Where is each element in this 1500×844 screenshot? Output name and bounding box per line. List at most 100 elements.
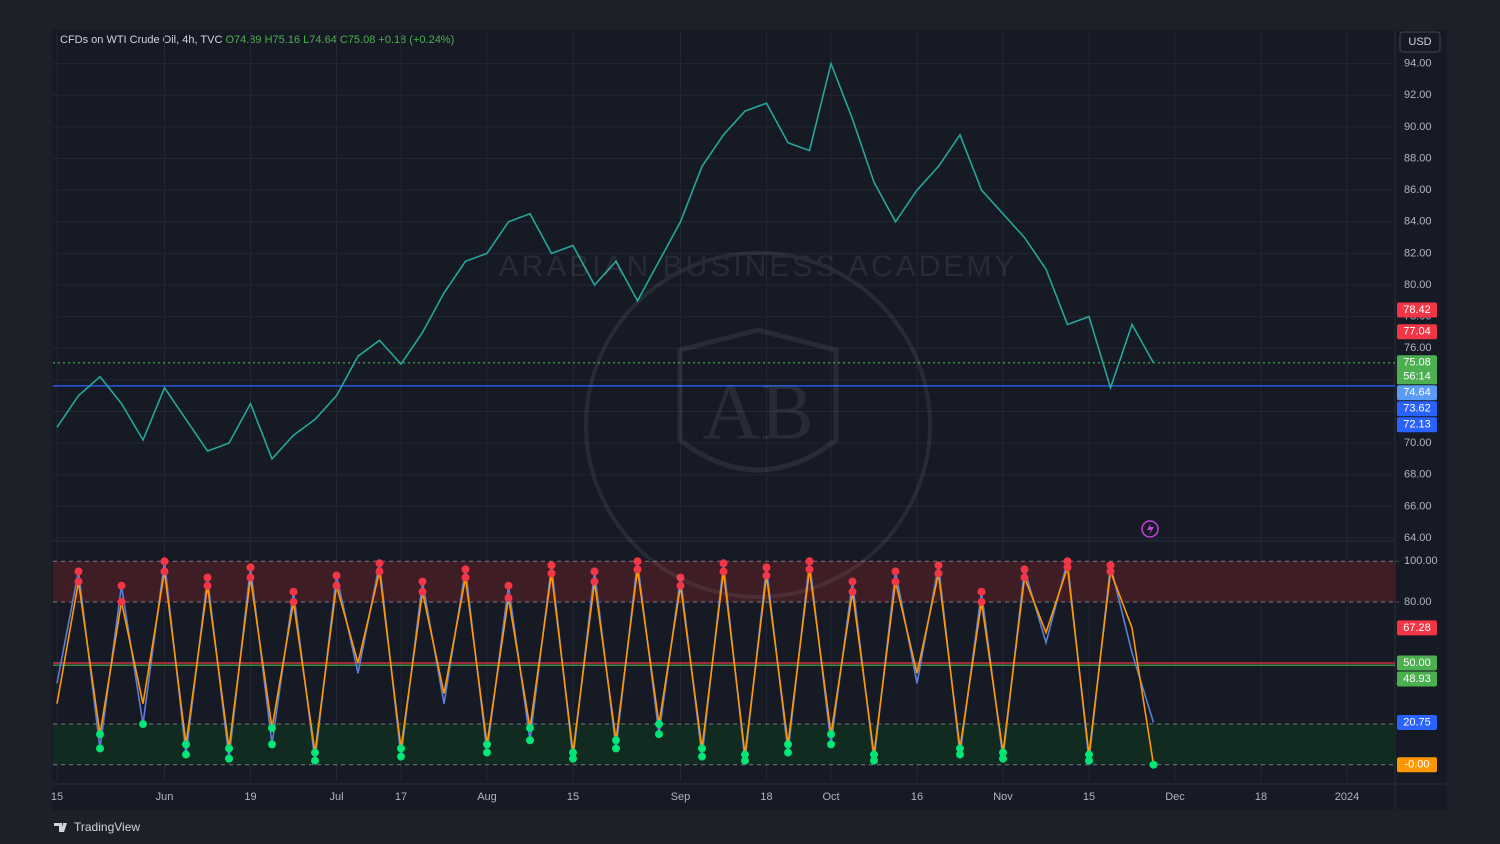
countdown-badge <box>1397 369 1437 385</box>
x-tick-label: 15 <box>51 791 63 803</box>
alert-icon[interactable] <box>1141 520 1159 538</box>
brand-logo <box>54 823 67 832</box>
peak-dot <box>289 587 298 596</box>
peak-dot <box>203 573 212 582</box>
currency: USD <box>1408 36 1431 48</box>
peak-dot <box>418 587 427 596</box>
trough-dot <box>827 730 835 739</box>
trough-dot <box>784 740 792 749</box>
trough-dot <box>96 730 104 739</box>
x-tick-label: 18 <box>1255 791 1267 803</box>
peak-dot <box>1106 561 1115 570</box>
watermark-initials: AB <box>702 368 813 456</box>
x-tick-label: Dec <box>1165 791 1185 803</box>
y-tick-label: 70.00 <box>1404 437 1432 449</box>
peak-dot <box>676 581 685 590</box>
peak-dot <box>934 561 943 570</box>
change: +0.18 (+0.24%) <box>378 34 454 46</box>
trough-dot <box>741 750 749 759</box>
price-badge-label: 75.08 <box>1403 357 1431 369</box>
symbol: CFDs on WTI Crude Oil, 4h, TVC <box>60 34 222 46</box>
y-tick-label: 92.00 <box>1404 89 1432 101</box>
trough-dot <box>526 724 534 733</box>
y-tick-label: 86.00 <box>1404 184 1432 196</box>
peak-dot <box>891 567 900 576</box>
price-badge-label: 73.62 <box>1403 403 1431 415</box>
price-badge <box>1397 324 1437 340</box>
y-tick-label: 84.00 <box>1404 216 1432 228</box>
x-tick-label: Aug <box>477 791 497 803</box>
trough-dot <box>526 736 534 745</box>
y-tick-label: 76.00 <box>1404 342 1432 354</box>
trough-dot <box>397 752 405 761</box>
legend-line: CFDs on WTI Crude Oil, 4h, TVC O74.89 H7… <box>60 34 454 46</box>
trough-dot <box>827 740 835 749</box>
peak-dot <box>203 581 212 590</box>
trough-dot <box>612 736 620 745</box>
price-badge-label: 77.04 <box>1403 326 1431 338</box>
peak-dot <box>977 587 986 596</box>
trough-dot <box>569 748 577 757</box>
trough-dot <box>1085 756 1093 765</box>
series-line <box>56 567 1155 765</box>
y-tick-label: 66.00 <box>1404 500 1432 512</box>
chart-panel <box>52 30 1447 810</box>
peak-dot <box>289 597 298 606</box>
price-badge-label: -0.00 <box>1404 759 1429 771</box>
price-badge <box>1397 620 1437 636</box>
peak-dot <box>547 561 556 570</box>
trough-dot <box>483 740 491 749</box>
ohlc-low: L74.64 <box>303 34 337 46</box>
trough-dot <box>956 744 964 753</box>
peak-dot <box>375 559 384 568</box>
trough-dot <box>999 754 1007 763</box>
trough-dot <box>741 756 749 765</box>
trough-dot <box>612 744 620 753</box>
peak-dot <box>633 565 642 574</box>
price-badge <box>1397 417 1437 433</box>
price-badge-label: 72.13 <box>1403 419 1431 431</box>
price-badge <box>1397 401 1437 417</box>
peak-dot <box>1063 563 1072 572</box>
peak-dot <box>590 577 599 586</box>
watermark-shield <box>677 327 839 473</box>
currency-button[interactable] <box>1399 31 1441 53</box>
trough-dot <box>655 730 663 739</box>
peak-dot <box>977 597 986 606</box>
peak-dot <box>805 557 814 566</box>
price-badge-label: 67.28 <box>1403 622 1431 634</box>
x-tick-label: 18 <box>760 791 772 803</box>
countdown: 56:14 <box>1403 371 1431 383</box>
trough-dot <box>1149 760 1158 769</box>
trough-dot <box>655 720 663 729</box>
watermark-ring <box>584 251 932 599</box>
peak-dot <box>719 559 728 568</box>
peak-dot <box>547 569 556 578</box>
peak-dot <box>762 571 771 580</box>
peak-dot <box>117 581 126 590</box>
peak-dot <box>375 567 384 576</box>
x-tick-label: Oct <box>822 791 839 803</box>
peak-dot <box>676 573 685 582</box>
trough-dot <box>784 748 792 757</box>
trough-dot <box>1085 750 1093 759</box>
peak-dot <box>160 557 169 566</box>
x-tick-label: 15 <box>567 791 579 803</box>
watermark: AB ARABIAN BUSINESS ACADEMY <box>499 250 1018 599</box>
watermark-name: ARABIAN BUSINESS ACADEMY <box>499 250 1018 283</box>
peak-dot <box>504 581 513 590</box>
peak-dot <box>719 567 728 576</box>
price-badge <box>1397 671 1437 687</box>
y-tick-label: 68.00 <box>1404 469 1432 481</box>
trough-dot <box>569 754 577 763</box>
price-badge-label: 20.75 <box>1403 716 1431 728</box>
peak-dot <box>332 581 341 590</box>
peak-dot <box>934 569 943 578</box>
ohlc-open: O74.89 <box>225 34 261 46</box>
trough-dot <box>225 744 233 753</box>
peak-dot <box>805 565 814 574</box>
peak-dot <box>117 597 126 606</box>
peak-dot <box>461 565 470 574</box>
